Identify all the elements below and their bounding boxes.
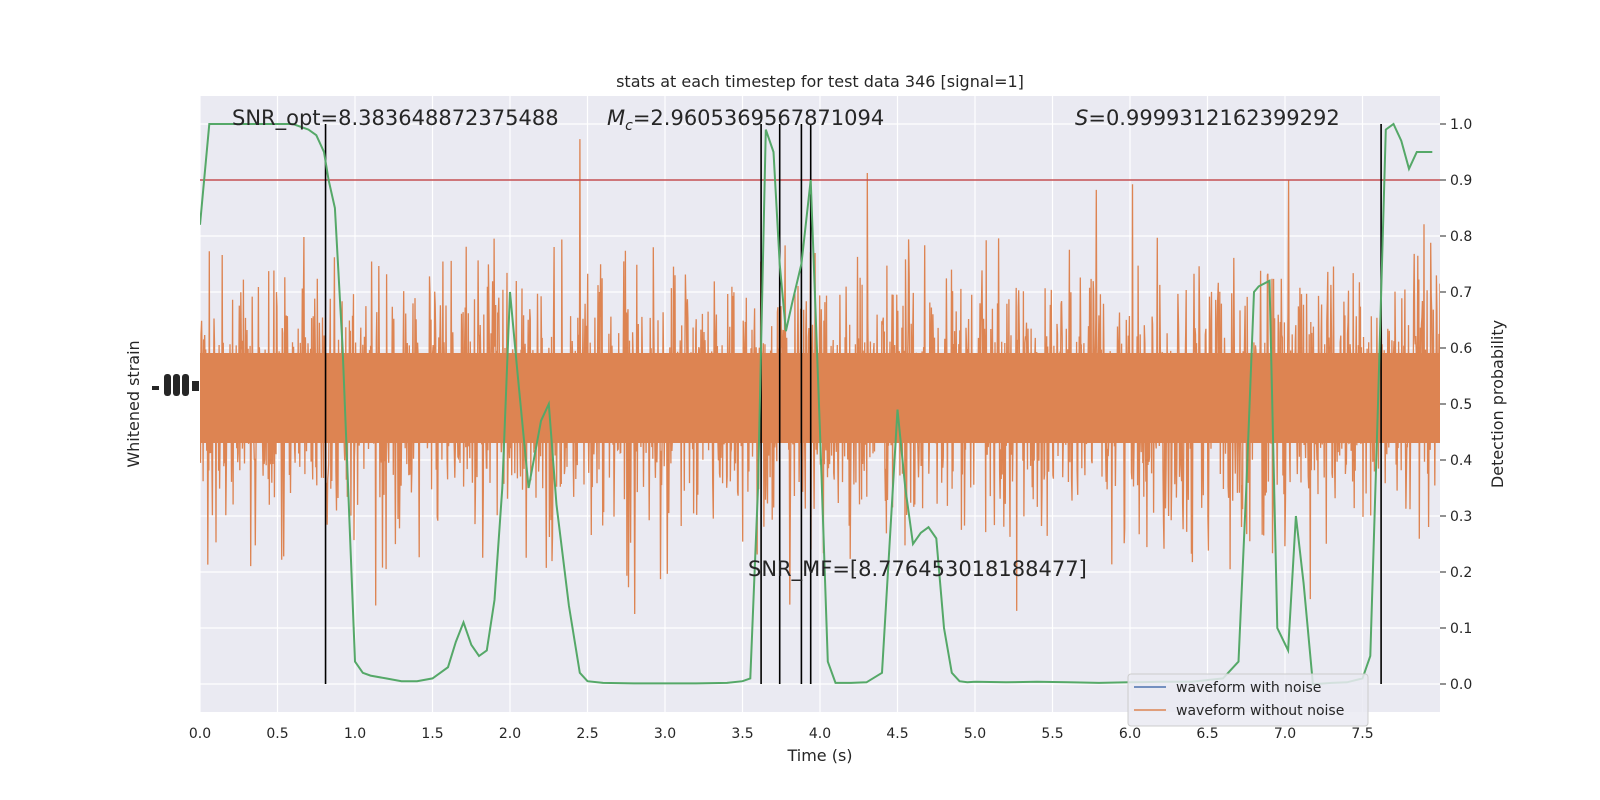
x-axis-ticks: 0.0 0.5 1.0 1.5 2.0 2.5 3.0 3.5 4.0 4.5 5.0 5.5 6.0 6…: [189, 726, 1374, 742]
annotation-snr-opt: SNR_opt=8.383648872375488: [232, 106, 559, 131]
x-tick-label: 1.0: [344, 726, 366, 742]
y-tick-label: 0.9: [1450, 173, 1472, 189]
x-tick-label: 2.5: [576, 726, 598, 742]
x-tick-label: 0.0: [189, 726, 211, 742]
x-tick-label: 3.0: [654, 726, 676, 742]
detection-probability-line: [200, 122, 1433, 685]
annotation-chirp-mass: Mc=2.9605369567871094: [607, 106, 884, 134]
x-tick-label: 2.0: [499, 726, 521, 742]
x-tick-label: 4.0: [809, 726, 831, 742]
y-tick-label: 0.0: [1450, 677, 1472, 693]
x-tick-label: 1.5: [421, 726, 443, 742]
y-tick-label: 0.6: [1450, 341, 1472, 357]
y-tick-label: 0.4: [1450, 453, 1472, 469]
x-tick-label: 5.5: [1041, 726, 1063, 742]
legend-label-without-noise: waveform without noise: [1176, 703, 1344, 719]
y-tick-label: 0.7: [1450, 285, 1472, 301]
annotation-snr-mf: SNR_MF=[8.776453018188477]: [748, 557, 1087, 582]
y-tick-label: 0.2: [1450, 565, 1472, 581]
legend: waveform with noise waveform without noi…: [1127, 673, 1369, 727]
left-axis-ticks-overlap: [152, 374, 199, 396]
x-tick-label: 6.5: [1196, 726, 1218, 742]
annotation-significance: S=0.9999312162399292: [1075, 106, 1340, 130]
chart-title: stats at each timestep for test data 346…: [616, 72, 1024, 91]
x-tick-label: 0.5: [266, 726, 288, 742]
y-tick-label: 0.5: [1450, 397, 1472, 413]
y-tick-label: 1.0: [1450, 117, 1472, 133]
y-axis-right-ticks: 0.0 0.1 0.2 0.3 0.4 0.5 0.6 0.7 0.8 0.9 1.0: [1440, 117, 1472, 693]
x-axis-label: Time (s): [786, 746, 852, 765]
x-tick-label: 6.0: [1119, 726, 1141, 742]
y-axis-right-label: Detection probability: [1488, 320, 1507, 488]
y-tick-label: 0.8: [1450, 229, 1472, 245]
y-axis-left-label: Whitened strain: [124, 340, 143, 467]
x-tick-label: 7.5: [1351, 726, 1373, 742]
legend-box: [1127, 673, 1369, 727]
y-tick-label: 0.3: [1450, 509, 1472, 525]
y-tick-label: 0.1: [1450, 621, 1472, 637]
x-tick-label: 3.5: [731, 726, 753, 742]
x-tick-label: 5.0: [964, 726, 986, 742]
x-tick-label: 7.0: [1274, 726, 1296, 742]
series-detection-probability: [200, 122, 1433, 685]
x-tick-label: 4.5: [886, 726, 908, 742]
vertical-markers: [324, 124, 1382, 684]
legend-label-with-noise: waveform with noise: [1176, 680, 1321, 696]
